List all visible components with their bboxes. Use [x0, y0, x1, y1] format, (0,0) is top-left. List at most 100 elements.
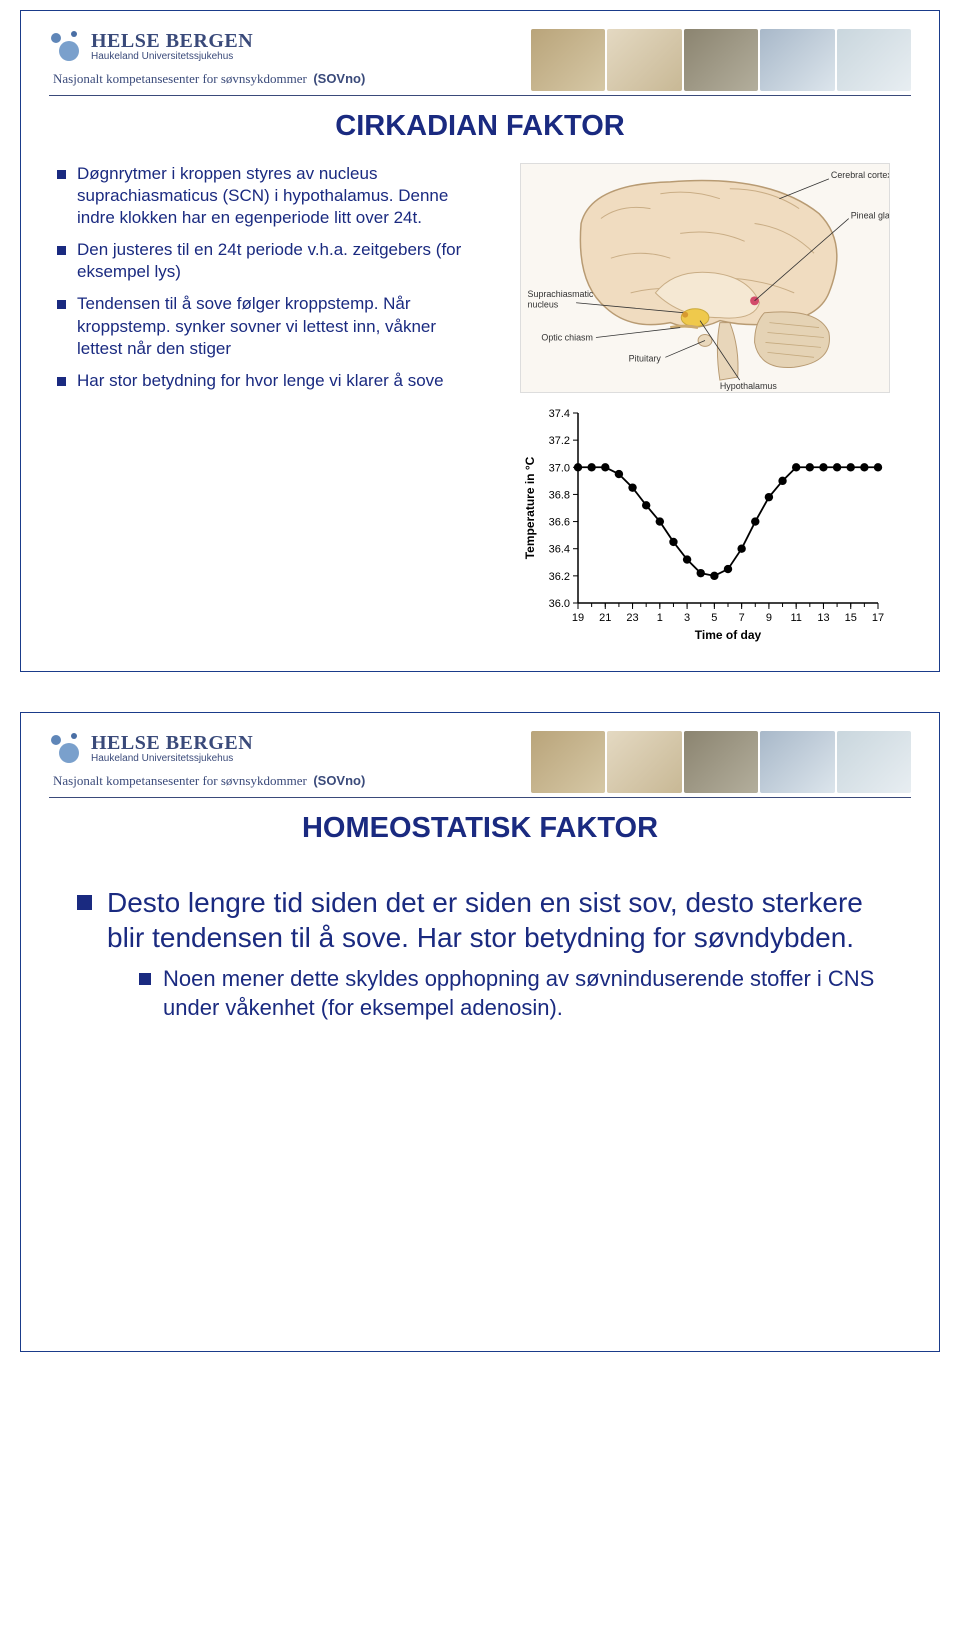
- brand-center-line: Nasjonalt kompetansesenter for søvnsykdo…: [53, 773, 365, 789]
- data-point: [860, 463, 868, 471]
- data-point: [710, 572, 718, 580]
- x-tick-label: 23: [627, 612, 639, 624]
- optic-chiasm-shape: [670, 326, 698, 327]
- data-point: [669, 538, 677, 546]
- data-point: [819, 463, 827, 471]
- x-tick-label: 17: [872, 612, 884, 624]
- divider: [49, 95, 911, 96]
- bullet-item: Desto lengre tid siden det er siden en s…: [77, 885, 881, 1022]
- x-tick-label: 19: [572, 612, 584, 624]
- slide-header: HELSE BERGEN Haukeland Universitetssjuke…: [49, 731, 911, 793]
- slide-header: HELSE BERGEN Haukeland Universitetssjuke…: [49, 29, 911, 91]
- y-tick-label: 37.4: [549, 408, 570, 420]
- bullets-list: Døgnrytmer i kroppen styres av nucleus s…: [49, 163, 481, 392]
- center-name: Nasjonalt kompetansesenter for søvnsykdo…: [53, 71, 307, 86]
- sub-bullet-text: Noen mener dette skyldes opphopning av s…: [163, 966, 874, 1020]
- x-tick-label: 13: [817, 612, 829, 624]
- x-tick-label: 11: [791, 612, 802, 624]
- data-point: [778, 477, 786, 485]
- y-axis-title: Temperature in °C: [523, 456, 537, 559]
- label-scn-2: nucleus: [528, 300, 559, 310]
- x-tick-label: 3: [684, 612, 690, 624]
- label-cortex: Cerebral cortex: [831, 170, 889, 180]
- data-point: [656, 517, 664, 525]
- y-tick-label: 36.0: [549, 598, 570, 610]
- data-point: [847, 463, 855, 471]
- bullet-item: Den justeres til en 24t periode v.h.a. z…: [57, 239, 481, 283]
- brand-block: HELSE BERGEN Haukeland Universitetssjuke…: [49, 29, 365, 87]
- header-photo-strip: [531, 29, 911, 91]
- data-point: [738, 545, 746, 553]
- brand-logo-row: HELSE BERGEN Haukeland Universitetssjuke…: [49, 29, 365, 63]
- header-photo: [531, 29, 605, 91]
- x-tick-label: 7: [739, 612, 745, 624]
- brand-dots-icon: [49, 29, 83, 63]
- label-pituitary: Pituitary: [629, 353, 662, 363]
- label-hypo: Hypothalamus: [720, 381, 777, 391]
- y-tick-label: 36.4: [549, 544, 570, 556]
- bullets-list: Desto lengre tid siden det er siden en s…: [69, 885, 881, 1022]
- data-point: [874, 463, 882, 471]
- data-point: [683, 555, 691, 563]
- series-line: [578, 467, 878, 576]
- x-axis-title: Time of day: [695, 628, 762, 642]
- slide-body: Desto lengre tid siden det er siden en s…: [49, 865, 911, 1022]
- data-point: [615, 470, 623, 478]
- bullets-column: Døgnrytmer i kroppen styres av nucleus s…: [49, 163, 481, 643]
- y-tick-label: 37.0: [549, 462, 570, 474]
- center-abbr: (SOVno): [313, 71, 365, 86]
- x-tick-label: 1: [657, 612, 663, 624]
- data-point: [697, 569, 705, 577]
- bullet-item: Har stor betydning for hvor lenge vi kla…: [57, 370, 481, 392]
- header-photo: [760, 731, 834, 793]
- center-abbr: (SOVno): [313, 773, 365, 788]
- sub-bullet-item: Noen mener dette skyldes opphopning av s…: [139, 965, 881, 1022]
- header-photo-strip: [531, 731, 911, 793]
- brand-name: HELSE BERGEN: [91, 30, 253, 53]
- data-point: [642, 501, 650, 509]
- brand-name: HELSE BERGEN: [91, 732, 253, 755]
- y-tick-label: 36.2: [549, 571, 570, 583]
- header-photo: [607, 29, 681, 91]
- data-point: [751, 517, 759, 525]
- brain-diagram: Cerebral cortex Pineal gland Suprachiasm…: [520, 163, 890, 393]
- data-point: [724, 565, 732, 573]
- y-tick-label: 36.8: [549, 489, 570, 501]
- data-point: [792, 463, 800, 471]
- brand-subtitle: Haukeland Universitetssjukehus: [91, 753, 253, 764]
- label-pineal: Pineal gland: [851, 211, 889, 221]
- x-tick-label: 9: [766, 612, 772, 624]
- header-photo: [531, 731, 605, 793]
- header-photo: [837, 29, 911, 91]
- brand-dots-icon: [49, 731, 83, 765]
- header-photo: [837, 731, 911, 793]
- label-scn-1: Suprachiasmatic: [528, 289, 594, 299]
- data-point: [574, 463, 582, 471]
- pituitary-shape: [698, 335, 712, 347]
- label-optic: Optic chiasm: [542, 332, 593, 342]
- header-photo: [684, 731, 758, 793]
- data-point: [628, 483, 636, 491]
- center-name: Nasjonalt kompetansesenter for søvnsykdo…: [53, 773, 307, 788]
- temperature-chart: 36.0 36.2 36.4 36.6 36.8 37.0 37.2 37.4 Temperat…: [520, 403, 890, 643]
- data-point: [588, 463, 596, 471]
- slide-title: CIRKADIAN FAKTOR: [49, 110, 911, 143]
- slide-cirkadian: HELSE BERGEN Haukeland Universitetssjuke…: [20, 10, 940, 672]
- bullet-text: Desto lengre tid siden det er siden en s…: [107, 887, 863, 953]
- y-tick-label: 36.6: [549, 517, 570, 529]
- header-photo: [607, 731, 681, 793]
- hypothalamus-highlight: [681, 309, 709, 327]
- cerebellum-shape: [755, 312, 830, 368]
- data-point: [765, 493, 773, 501]
- divider: [49, 797, 911, 798]
- bullet-item: Døgnrytmer i kroppen styres av nucleus s…: [57, 163, 481, 229]
- slide-homeostatisk: HELSE BERGEN Haukeland Universitetssjuke…: [20, 712, 940, 1352]
- figures-column: Cerebral cortex Pineal gland Suprachiasm…: [499, 163, 911, 643]
- slide-body: Døgnrytmer i kroppen styres av nucleus s…: [49, 163, 911, 643]
- data-point: [601, 463, 609, 471]
- y-tick-label: 37.2: [549, 435, 570, 447]
- x-tick-label: 21: [599, 612, 611, 624]
- x-tick-label: 15: [845, 612, 857, 624]
- data-point: [806, 463, 814, 471]
- data-point: [833, 463, 841, 471]
